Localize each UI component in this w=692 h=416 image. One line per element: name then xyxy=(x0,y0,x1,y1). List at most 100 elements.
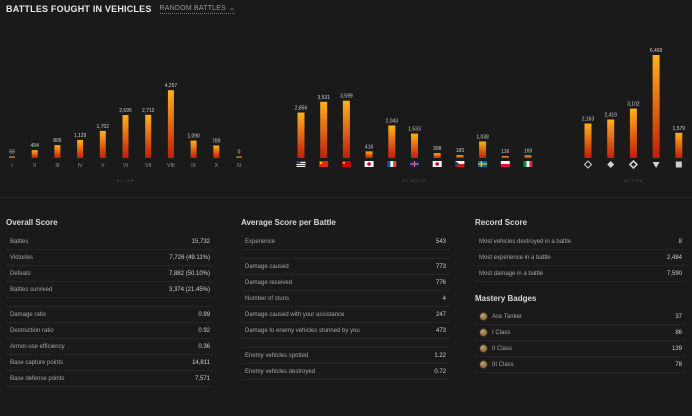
bar-value-label: 416 xyxy=(365,144,374,150)
stat-value: 0.92 xyxy=(198,327,210,334)
stat-row: Damage received 776 xyxy=(241,275,450,291)
sweden-flag-icon xyxy=(478,161,488,167)
stat-value: 0.99 xyxy=(198,311,210,318)
stat-row: Armor-use efficiency 0.36 xyxy=(6,339,214,355)
stat-row: I Class 86 xyxy=(475,325,686,341)
stat-row: Experience 543 xyxy=(241,234,450,250)
stat-label: III Class xyxy=(479,360,514,369)
stat-label: Damage caused with your assistance xyxy=(245,311,345,318)
tick-label: XI xyxy=(237,163,242,169)
bar-value-label: 3,531 xyxy=(317,95,330,101)
tick-label: III xyxy=(55,163,59,169)
bar-value-label: 308 xyxy=(433,146,442,152)
stat-value: 78 xyxy=(675,361,682,368)
stat-value: 37 xyxy=(675,313,682,320)
stat-row: Defeats 7,882 (50.10%) xyxy=(6,266,214,282)
bar-value-label: 1,533 xyxy=(408,127,421,133)
france-flag-icon xyxy=(387,161,397,167)
stat-value: 4 xyxy=(442,295,446,302)
stat-row: Most experience in a battle 2,484 xyxy=(475,250,686,266)
bar xyxy=(297,112,305,158)
stat-row: Ace Tanker 37 xyxy=(475,309,686,325)
bar xyxy=(388,125,396,158)
czech-flag-icon xyxy=(455,161,465,167)
bar-value-label: 789 xyxy=(212,138,221,144)
tick-label: VI xyxy=(123,163,128,169)
average-score-title: Average Score per Battle xyxy=(241,218,336,227)
bar-value-label: 2,695 xyxy=(119,108,132,114)
stat-value: 3,374 (21.45%) xyxy=(168,286,210,293)
bar xyxy=(190,140,197,158)
bar xyxy=(31,150,38,158)
chart-by-type: 2,163 2,419 3,102 6,469 1,579 BY TYPE xyxy=(582,48,686,183)
stat-value: 15,732 xyxy=(191,238,210,245)
stat-label: Enemy vehicles spotted xyxy=(245,352,309,359)
japan-flag-icon xyxy=(364,161,374,167)
stat-row: Destruction ratio 0.92 xyxy=(6,323,214,339)
stat-label-text: III Class xyxy=(492,361,514,368)
stat-row: Damage to enemy vehicles stunned by you 4… xyxy=(241,323,450,339)
stat-value: 14,811 xyxy=(192,359,210,366)
stat-value: 2,484 xyxy=(666,254,682,261)
section-title: BATTLES FOUGHT IN VEHICLES xyxy=(6,4,152,14)
stat-label-text: Ace Tanker xyxy=(492,313,522,320)
tick-label: IV xyxy=(78,163,83,169)
stat-label: Destruction ratio xyxy=(10,327,54,334)
stat-value: 86 xyxy=(675,329,682,336)
stat-row: Most damage in a battle 7,590 xyxy=(475,266,686,282)
stat-value: 0.36 xyxy=(198,343,210,350)
group-spacer xyxy=(241,250,450,259)
bar xyxy=(99,130,106,158)
stat-label-text: II Class xyxy=(492,345,513,352)
bar xyxy=(584,123,592,158)
tick-label: II xyxy=(33,163,36,169)
chevron-down-icon: ⌄ xyxy=(229,5,236,12)
bar xyxy=(54,145,61,158)
chart-caption: BY TIER xyxy=(117,178,135,183)
battle-type-dropdown-label: RANDOM BATTLES xyxy=(159,4,227,12)
bar-value-label: 494 xyxy=(31,143,40,149)
stat-row: Damage caused with your assistance 247 xyxy=(241,307,450,323)
italy-flag-icon xyxy=(523,161,533,167)
china-flag-icon xyxy=(319,161,329,167)
group-spacer xyxy=(6,298,214,307)
stat-label: Base capture points xyxy=(10,359,64,366)
stat-value: 773 xyxy=(435,263,446,270)
bar-value-label: 1,702 xyxy=(97,124,110,130)
bar xyxy=(365,151,373,158)
stat-row: III Class 78 xyxy=(475,357,686,373)
stat-label: Armor-use efficiency xyxy=(10,343,65,350)
bar-value-label: 169 xyxy=(524,148,533,154)
chart-by-nation: 2,856 3,531 3,599 416 2,043 1,533 308 183 1,038 1… xyxy=(295,94,533,183)
stat-label: Base defense points xyxy=(10,375,65,382)
bar-value-label: 3,102 xyxy=(627,102,640,108)
bar-value-label: 805 xyxy=(53,138,62,144)
mastery-badge-icon xyxy=(479,328,488,337)
stat-value: 0.72 xyxy=(434,368,446,375)
uk-flag-icon xyxy=(410,161,419,167)
chart-caption: BY TYPE xyxy=(624,178,643,183)
stat-value: 543 xyxy=(435,238,446,245)
bar-value-label: 183 xyxy=(456,148,465,154)
tick-label: I xyxy=(11,163,12,169)
usa-flag-icon xyxy=(296,161,306,167)
group-spacer xyxy=(241,339,450,348)
record-score-title: Record Score xyxy=(475,218,528,227)
record-score-panel: Record Score Most vehicles destroyed in … xyxy=(475,218,686,373)
bar xyxy=(411,133,418,158)
bar xyxy=(213,145,220,158)
mastery-badge-icon xyxy=(479,360,488,369)
bar xyxy=(342,100,350,158)
poland-flag-icon xyxy=(500,161,510,167)
stat-label: Enemy vehicles destroyed xyxy=(245,368,316,375)
bar xyxy=(167,90,174,158)
stat-value: 8 xyxy=(678,238,682,245)
stat-row: Battles 15,732 xyxy=(6,234,214,250)
bar xyxy=(629,108,637,158)
battle-type-dropdown[interactable]: RANDOM BATTLES ⌄ xyxy=(159,4,236,14)
tick-label: V xyxy=(101,163,105,169)
stat-label: II Class xyxy=(479,344,512,353)
stat-row: Enemy vehicles spotted 1.22 xyxy=(241,348,450,364)
stat-row: Battles survived 3,374 (21.45%) xyxy=(6,282,214,298)
average-score-panel: Average Score per Battle Experience 543 Da… xyxy=(241,218,450,380)
